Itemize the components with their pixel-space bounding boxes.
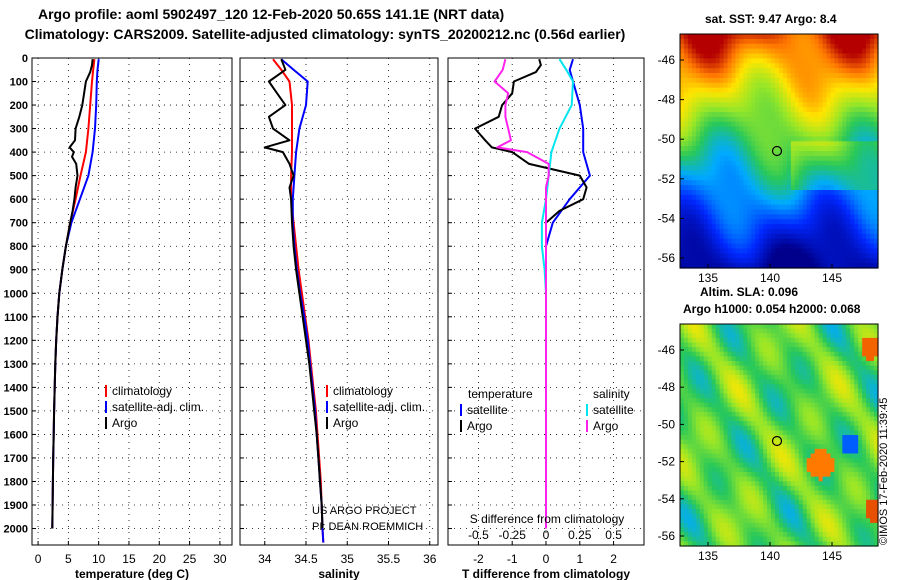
x-tick-label: 34: [258, 552, 272, 566]
legend-label: satellite: [593, 403, 634, 417]
legend-label: satellite: [467, 403, 508, 417]
depth-tick-label: 800: [10, 241, 28, 253]
sla-lat-label: -52: [658, 455, 676, 469]
x-tick-label: 0: [543, 552, 550, 566]
top-tick-label: 0.5: [605, 528, 622, 542]
depth-tick-label: 1300: [4, 359, 28, 371]
x-tick-label: 25: [183, 552, 197, 566]
figure-title: Argo profile: aoml 5902497_120 12-Feb-20…: [38, 6, 505, 22]
sst-lon-label: 145: [822, 271, 842, 285]
depth-tick-label: 500: [10, 171, 28, 183]
sst-argo-marker: [771, 145, 783, 157]
sla-map-title-2: Argo h1000: 0.054 h2000: 0.068: [683, 302, 861, 316]
top-tick-label: 0.25: [568, 528, 592, 542]
x-tick-label: 36: [423, 552, 437, 566]
x-tick-label: -2: [473, 552, 484, 566]
legend-label: Argo: [467, 419, 493, 433]
sla-lat-label: -56: [658, 529, 676, 543]
sst-lat-label: -46: [658, 53, 676, 67]
sst-lon-label: 140: [760, 271, 780, 285]
depth-tick-label: 600: [10, 194, 28, 206]
panel-frame: [239, 57, 439, 546]
legend-label: satellite-adj. clim.: [333, 400, 425, 414]
x-tick-label: 34.5: [294, 552, 318, 566]
sst-map-frame: [679, 33, 879, 269]
credit-line-2: PI: DEAN ROEMMICH: [312, 521, 423, 533]
sst-lon-label: 135: [698, 271, 718, 285]
depth-tick-label: 1600: [4, 429, 28, 441]
top-tick-label: -0.25: [499, 528, 527, 542]
x-tick-label: -1: [507, 552, 518, 566]
sla-lat-label: -46: [658, 343, 676, 357]
depth-tick-label: 1500: [4, 406, 28, 418]
top-tick-label: 0: [543, 528, 550, 542]
sst-map-title: sat. SST: 9.47 Argo: 8.4: [705, 12, 837, 26]
sla-lon-label: 135: [698, 549, 718, 563]
legend-label: Argo: [333, 416, 359, 430]
depth-tick-label: 300: [10, 124, 28, 136]
x-tick-label: 35.5: [377, 552, 401, 566]
sla-lat-label: -54: [658, 492, 676, 506]
copyright-stamp: ©IMOS 17-Feb-2020 11:39:45: [878, 397, 890, 545]
depth-tick-label: 2000: [4, 524, 28, 536]
legend-label: satellite-adj. clim.: [112, 400, 204, 414]
salinity-argo-line: [263, 58, 324, 529]
sla-map-title-1: Altim. SLA: 0.096: [700, 285, 799, 299]
depth-tick-label: 1400: [4, 382, 28, 394]
x-tick-label: 5: [65, 552, 72, 566]
difference-xlabel: T difference from climatology: [462, 567, 630, 580]
depth-tick-label: 400: [10, 147, 28, 159]
sla-lon-label: 140: [760, 549, 780, 563]
depth-tick-label: 1800: [4, 476, 28, 488]
depth-tick-label: 700: [10, 218, 28, 230]
depth-tick-label: 100: [10, 77, 28, 89]
depth-tick-label: 1100: [4, 312, 28, 324]
sla-argo-marker: [771, 435, 783, 447]
top-tick-label: -0.5: [468, 528, 489, 542]
x-tick-label: 10: [92, 552, 106, 566]
sst-lat-label: -52: [658, 172, 676, 186]
legend-header-temperature: temperature: [468, 387, 533, 401]
x-tick-label: 0: [35, 552, 42, 566]
top-axis-label: S difference from climatology: [470, 512, 625, 526]
sla-map-frame: [679, 323, 879, 547]
depth-tick-label: 200: [10, 100, 28, 112]
sst-lat-label: -50: [658, 132, 676, 146]
sla-lon-label: 145: [822, 549, 842, 563]
figure-subtitle: Climatology: CARS2009. Satellite-adjuste…: [24, 26, 626, 42]
x-tick-label: 35: [341, 552, 355, 566]
legend-label: climatology: [333, 384, 393, 398]
x-tick-label: 1: [576, 552, 583, 566]
depth-tick-label: 1900: [4, 500, 28, 512]
sst-lat-label: -54: [658, 211, 676, 225]
panel-frame: [31, 57, 233, 546]
x-tick-label: 2: [610, 552, 617, 566]
sst-lat-label: -56: [658, 251, 676, 265]
depth-tick-label: 900: [10, 265, 28, 277]
x-tick-label: 15: [122, 552, 136, 566]
sst-map: [680, 34, 879, 269]
sst-lat-label: -48: [658, 93, 676, 107]
x-tick-label: 30: [213, 552, 227, 566]
credit-line-1: US ARGO PROJECT: [312, 505, 417, 517]
sla-lat-label: -50: [658, 417, 676, 431]
depth-tick-label: 1000: [4, 288, 28, 300]
temperature-xlabel: temperature (deg C): [75, 567, 189, 580]
legend-label: Argo: [593, 419, 619, 433]
legend-label: Argo: [112, 416, 138, 430]
depth-tick-label: 1700: [4, 453, 28, 465]
legend-label: climatology: [112, 384, 172, 398]
x-tick-label: 20: [153, 552, 167, 566]
depth-tick-label: 1200: [4, 335, 28, 347]
legend-header-salinity: salinity: [593, 387, 630, 401]
depth-tick-label: 0: [22, 53, 28, 65]
sla-map: [680, 324, 879, 547]
difference-salinity-argo-line: [493, 58, 550, 529]
sla-lat-label: -48: [658, 380, 676, 394]
salinity-xlabel: salinity: [318, 567, 360, 580]
temperature-argo-line: [51, 59, 94, 529]
